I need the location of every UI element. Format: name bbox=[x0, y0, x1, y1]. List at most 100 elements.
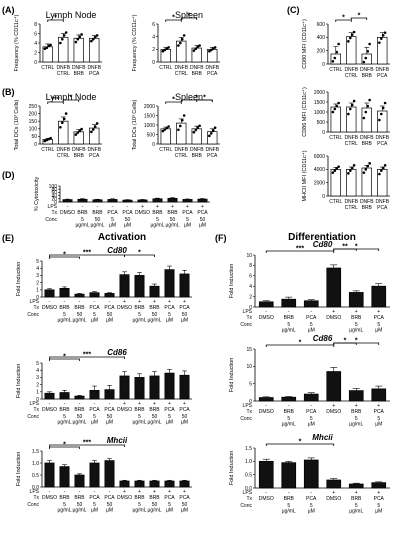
data-point bbox=[352, 30, 356, 34]
data-point bbox=[64, 31, 68, 34]
tx-label: DMSO bbox=[259, 496, 274, 502]
data-point bbox=[381, 166, 385, 170]
significance-bracket bbox=[265, 443, 335, 446]
y-tick-label: 10 bbox=[246, 364, 252, 370]
data-point bbox=[379, 169, 383, 172]
tx-label: PCA bbox=[182, 210, 193, 216]
data-point bbox=[161, 49, 165, 53]
y-tick-label: 80 bbox=[51, 187, 57, 193]
lps-label: - bbox=[288, 403, 290, 409]
chart-title: Mhcii bbox=[107, 436, 128, 445]
category-label: BRB bbox=[192, 153, 203, 159]
category-label: BRB bbox=[192, 71, 203, 77]
tx-label: PCA bbox=[306, 409, 317, 415]
data-point bbox=[362, 171, 366, 174]
bar bbox=[44, 462, 55, 488]
bar bbox=[58, 36, 69, 63]
category-label: DNFB bbox=[375, 67, 389, 73]
lps-label: - bbox=[265, 403, 267, 409]
significance-bracket bbox=[49, 358, 80, 361]
data-point bbox=[93, 36, 97, 39]
conc-label: µM bbox=[181, 508, 188, 514]
axes bbox=[254, 448, 390, 489]
data-point bbox=[368, 42, 371, 46]
conc-label: 5 bbox=[93, 502, 96, 508]
panel-label-a: (A) bbox=[2, 5, 15, 15]
category-label: CTRL bbox=[329, 135, 342, 141]
bar bbox=[303, 393, 319, 402]
y-tick-label: 6 bbox=[249, 274, 252, 280]
lps-label: + bbox=[377, 403, 380, 409]
conc-label: µM bbox=[308, 509, 315, 515]
data-point bbox=[163, 128, 167, 131]
conc-label: µM bbox=[91, 420, 98, 426]
y-tick-label: 2000 bbox=[144, 104, 155, 110]
data-point bbox=[208, 134, 211, 138]
data-point bbox=[161, 129, 165, 133]
conc-label: µg/mL bbox=[58, 318, 72, 324]
data-point bbox=[90, 39, 93, 43]
lps-label: + bbox=[332, 309, 335, 315]
y-tick-label: 400 bbox=[317, 35, 326, 41]
y-axis-label: CD80 MFI (CD11c⁺) bbox=[301, 19, 308, 69]
data-point bbox=[331, 110, 335, 114]
conc-label: 50 bbox=[182, 502, 188, 508]
y-tick-label: 0 bbox=[152, 60, 155, 66]
significance-label: * bbox=[355, 244, 358, 251]
significance-label: * bbox=[195, 95, 198, 102]
lps-label: - bbox=[265, 490, 267, 496]
significance-bracket bbox=[165, 19, 182, 22]
category-label: CTRL bbox=[329, 67, 342, 73]
data-point bbox=[60, 37, 64, 41]
data-point bbox=[95, 122, 99, 125]
tx-label: DMSO bbox=[42, 305, 57, 311]
conc-label: 5 bbox=[63, 502, 66, 508]
conc-label: µg/mL bbox=[133, 318, 147, 324]
data-point bbox=[80, 127, 83, 131]
data-point bbox=[337, 165, 340, 168]
data-point bbox=[192, 49, 196, 52]
bar bbox=[176, 40, 187, 63]
y-tick-label: 15 bbox=[246, 347, 252, 353]
y-tick-label: 60 bbox=[51, 190, 57, 196]
data-point bbox=[366, 164, 370, 168]
conc-label: µg/mL bbox=[148, 508, 162, 514]
tx-label: BRB bbox=[167, 210, 178, 216]
data-point bbox=[74, 40, 78, 44]
lps-label: - bbox=[49, 299, 51, 305]
data-point bbox=[209, 132, 213, 135]
tx-label: BRB bbox=[149, 495, 160, 501]
bar bbox=[179, 273, 190, 298]
row-label-conc: Conc bbox=[240, 322, 252, 328]
category-label: CTRL bbox=[175, 71, 188, 77]
tx-label: PCA bbox=[89, 495, 100, 501]
y-tick-label: 0 bbox=[322, 130, 325, 136]
significance-bracket bbox=[47, 19, 64, 22]
data-point bbox=[383, 31, 387, 34]
bar bbox=[303, 459, 319, 489]
data-point bbox=[211, 47, 215, 50]
conc-label: µM bbox=[106, 508, 113, 514]
tx-label: DMSO bbox=[326, 315, 341, 321]
significance-label: * bbox=[172, 97, 175, 104]
data-point bbox=[352, 164, 356, 167]
conc-label: 5 bbox=[377, 322, 380, 328]
panel-label-f: (F) bbox=[215, 233, 227, 243]
data-point bbox=[167, 46, 170, 49]
data-point bbox=[196, 45, 200, 49]
conc-label: 5 bbox=[168, 414, 171, 420]
conc-label: 5 bbox=[63, 414, 66, 420]
y-tick-label: 50 bbox=[31, 134, 37, 140]
conc-label: µM bbox=[166, 318, 173, 324]
tx-label: PCA bbox=[107, 210, 118, 216]
conc-label: 5 bbox=[310, 416, 313, 422]
data-point bbox=[49, 43, 52, 47]
significance-label: * bbox=[70, 95, 73, 102]
lps-label: + bbox=[377, 309, 380, 315]
conc-label: µg/mL bbox=[282, 509, 296, 515]
lps-label: - bbox=[112, 204, 114, 210]
conc-label: 5 bbox=[310, 322, 313, 328]
bar bbox=[326, 267, 342, 308]
conc-label: µg/mL bbox=[282, 328, 296, 334]
